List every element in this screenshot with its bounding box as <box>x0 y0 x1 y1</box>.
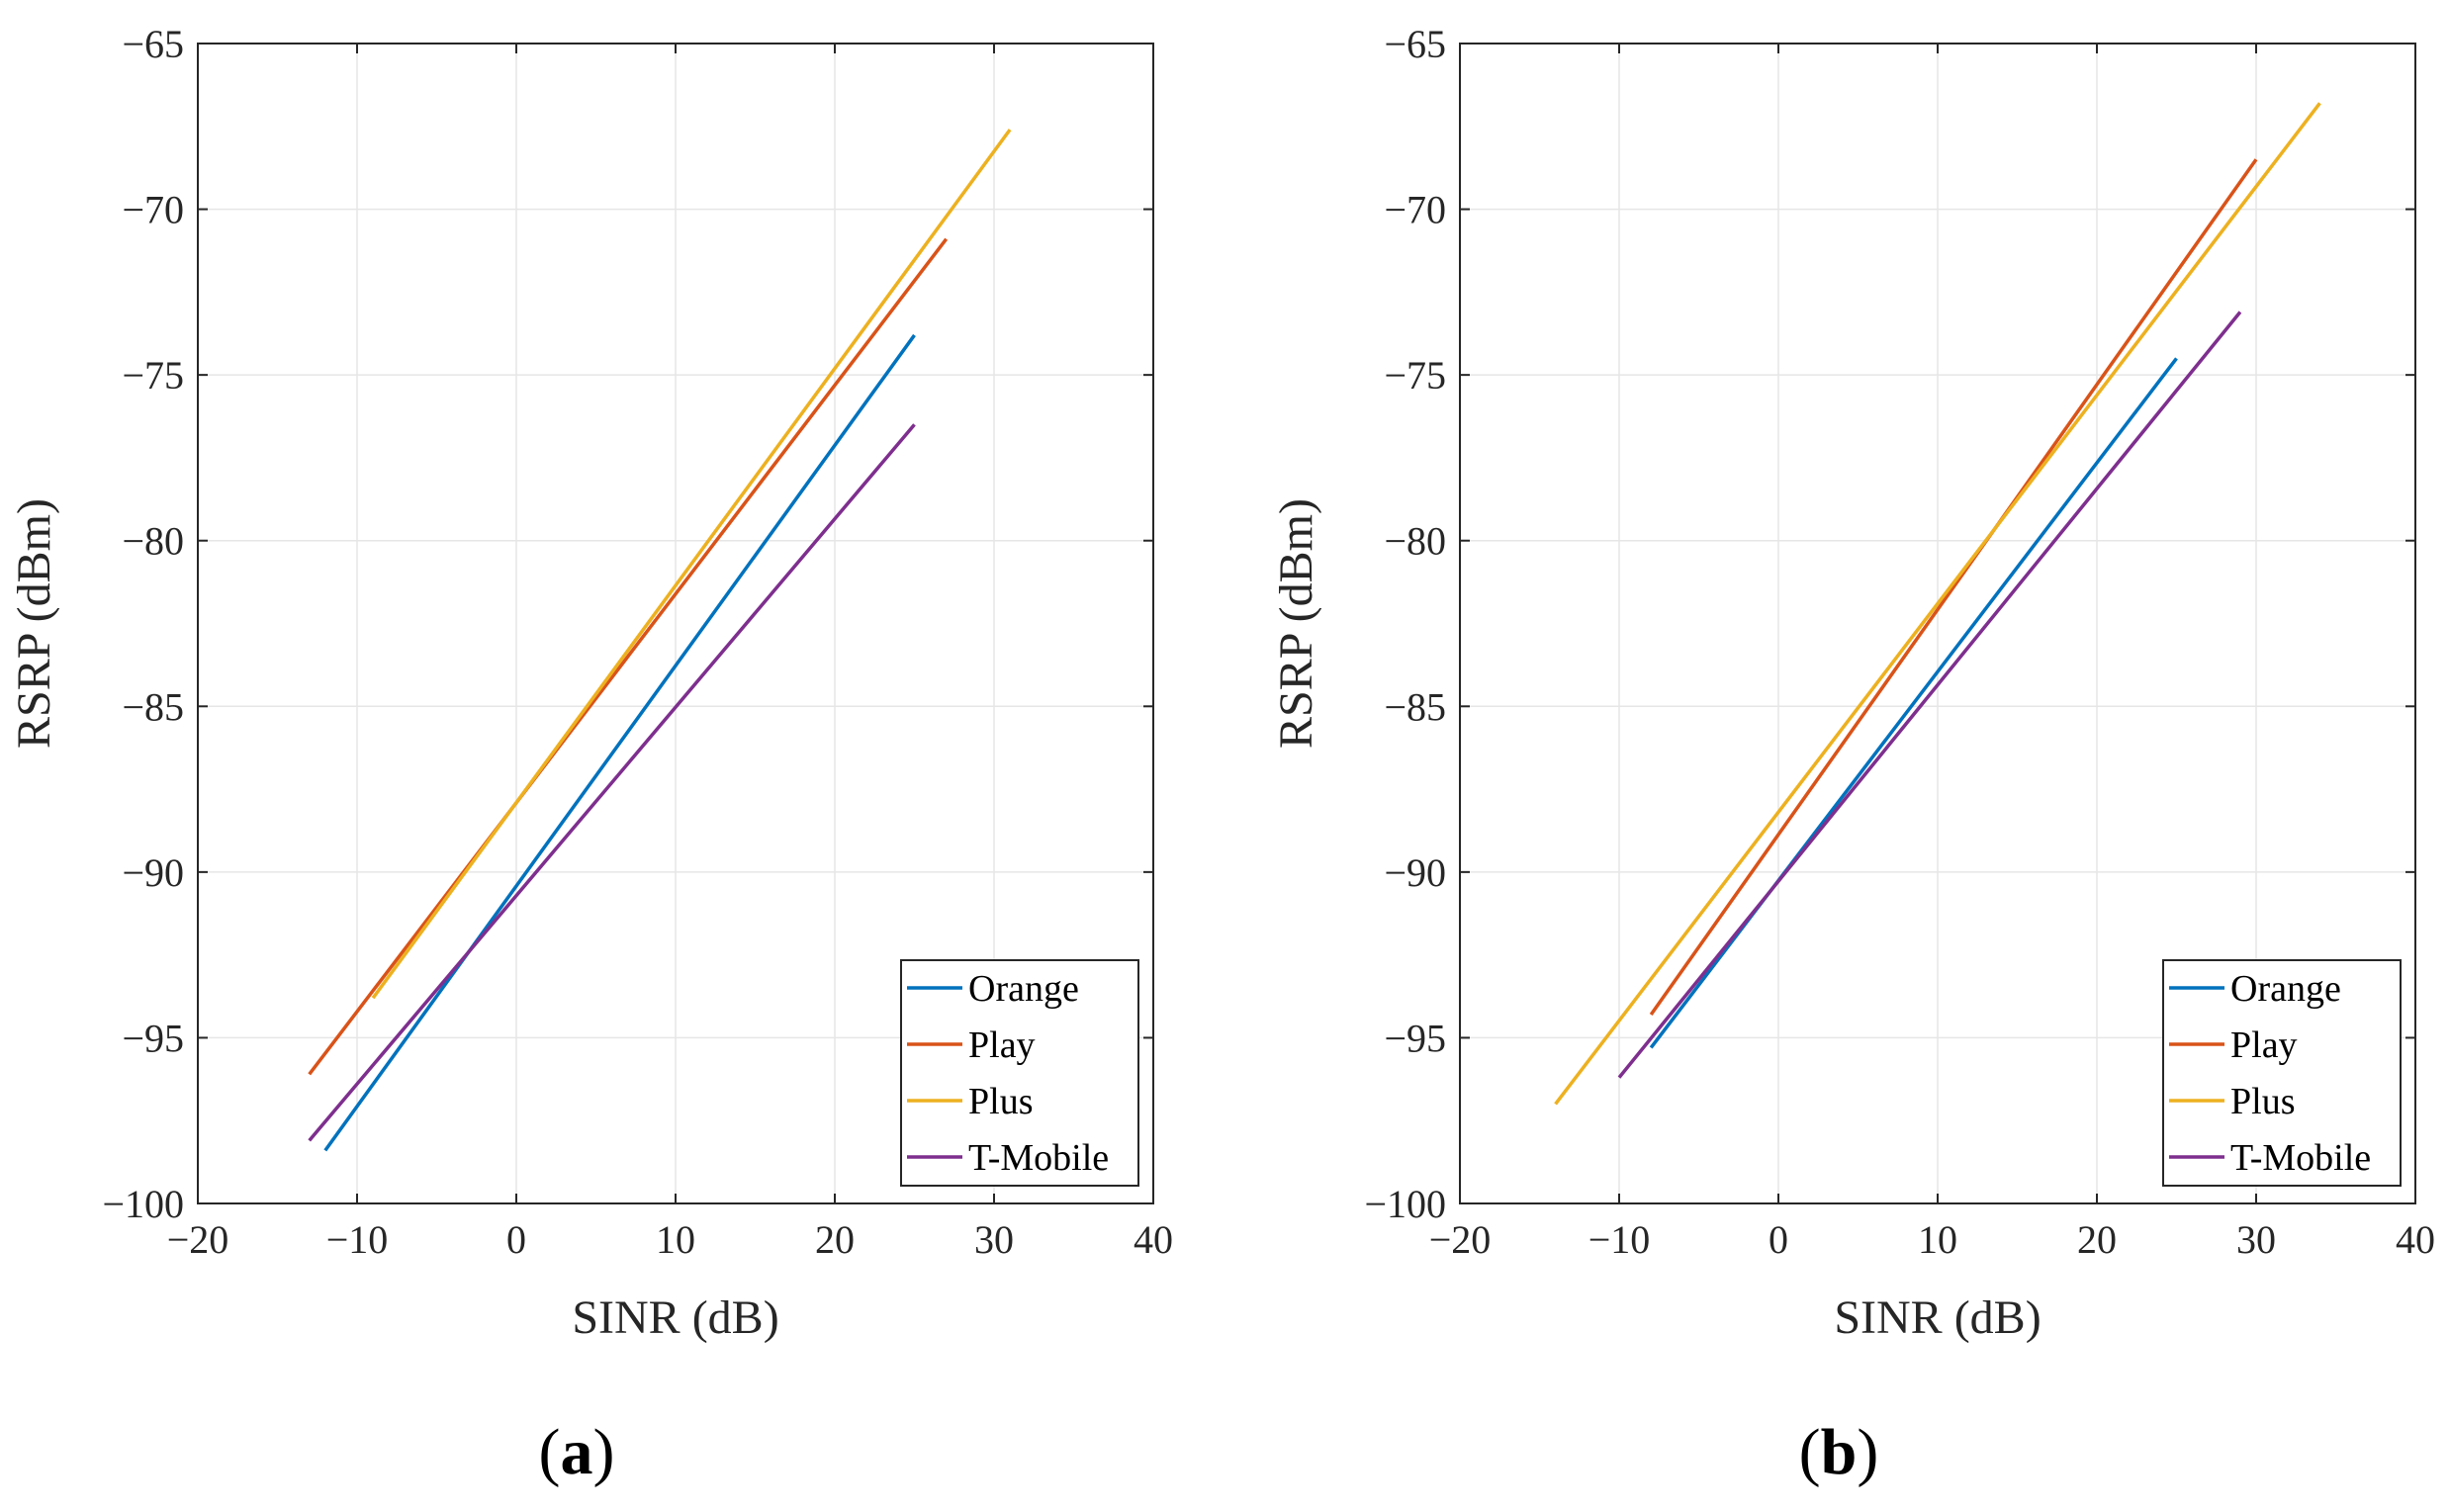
x-tick-label: 30 <box>2236 1217 2276 1262</box>
series-line-t-mobile <box>308 423 916 1142</box>
chart-panel-a: −20 −10 0 10 20 30 40−100−95−90−85−80−75−70−65… <box>8 22 1173 1488</box>
x-tick-label: 30 <box>974 1217 1014 1262</box>
y-tick-label: −100 <box>1364 1182 1446 1226</box>
x-axis-label: SINR (dB) <box>572 1291 778 1344</box>
x-tick-label: 20 <box>815 1217 855 1262</box>
series-line-plus <box>371 129 1012 1000</box>
y-tick-label: −100 <box>102 1182 184 1226</box>
series-line-plus <box>1554 102 2321 1106</box>
y-tick-label: −70 <box>1384 188 1446 232</box>
x-tick-label: 20 <box>2077 1217 2117 1262</box>
series-line-orange <box>323 333 916 1152</box>
legend-label-plus: Plus <box>968 1081 1033 1122</box>
y-tick-label: −65 <box>1384 22 1446 66</box>
x-tick-label: −20 <box>167 1217 229 1262</box>
x-tick-label: −10 <box>1588 1217 1651 1262</box>
chart-panel-b: −20 −10 0 10 20 30 40−100−95−90−85−80−75−70−65… <box>1270 22 2435 1488</box>
legend-label-play: Play <box>2230 1024 2298 1066</box>
x-axis-label: SINR (dB) <box>1834 1291 2041 1344</box>
x-tick-label: 40 <box>1134 1217 1173 1262</box>
y-tick-label: −80 <box>122 519 184 564</box>
legend-box <box>900 959 1139 1187</box>
x-tick-label: 40 <box>2396 1217 2435 1262</box>
series-line-t-mobile <box>1617 311 2242 1079</box>
legend-label-plus: Plus <box>2230 1081 2295 1122</box>
x-tick-label: −10 <box>326 1217 389 1262</box>
series-line-orange <box>1649 357 2178 1049</box>
legend-label-orange: Orange <box>2230 968 2341 1010</box>
panel-label: (a) <box>539 1416 615 1488</box>
y-tick-label: −70 <box>122 188 184 232</box>
y-tick-label: −75 <box>122 353 184 398</box>
y-tick-label: −85 <box>1384 684 1446 729</box>
x-tick-label: 0 <box>1769 1217 1788 1262</box>
y-axis-label: RSRP (dBm) <box>1270 498 1322 749</box>
y-tick-label: −65 <box>122 22 184 66</box>
series-line-play <box>308 237 949 1076</box>
y-axis-label: RSRP (dBm) <box>8 498 60 749</box>
panel-label: (b) <box>1799 1416 1879 1488</box>
legend-box <box>2162 959 2402 1187</box>
legend: Orange Play Plus T-Mobile <box>900 959 1139 1187</box>
series-line-play <box>1649 158 2258 1016</box>
y-tick-label: −75 <box>1384 353 1446 398</box>
y-tick-label: −90 <box>122 850 184 895</box>
x-tick-label: −20 <box>1429 1217 1492 1262</box>
legend-label-t-mobile: T-Mobile <box>2230 1137 2371 1179</box>
y-tick-label: −80 <box>1384 519 1446 564</box>
x-tick-label: 10 <box>656 1217 695 1262</box>
y-tick-label: −95 <box>122 1016 184 1060</box>
y-tick-label: −85 <box>122 684 184 729</box>
y-tick-label: −95 <box>1384 1016 1446 1060</box>
y-tick-label: −90 <box>1384 850 1446 895</box>
x-tick-label: 0 <box>506 1217 526 1262</box>
legend: Orange Play Plus T-Mobile <box>2162 959 2402 1187</box>
legend-label-orange: Orange <box>968 968 1079 1010</box>
legend-label-t-mobile: T-Mobile <box>968 1137 1109 1179</box>
x-tick-label: 10 <box>1918 1217 1957 1262</box>
legend-label-play: Play <box>968 1024 1036 1066</box>
